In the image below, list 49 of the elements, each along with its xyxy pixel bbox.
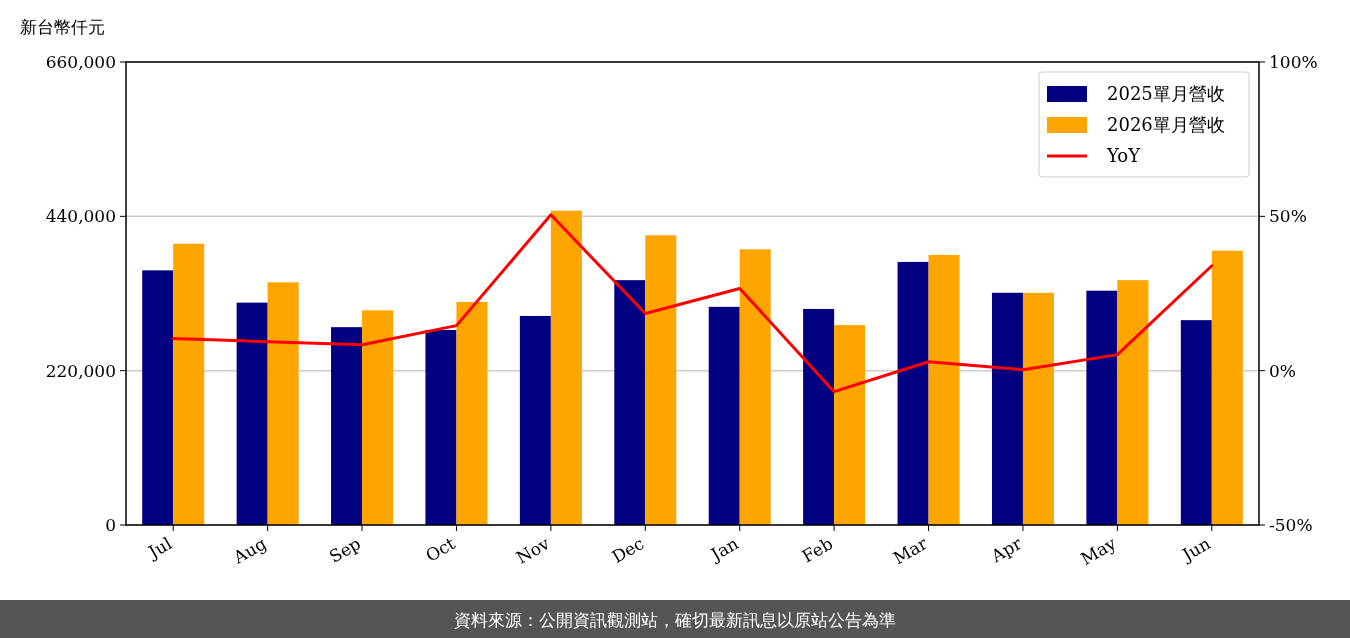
y-tick-label: 0 <box>105 515 116 535</box>
bar <box>236 302 268 525</box>
x-tick-label: Jan <box>705 533 742 566</box>
bar <box>1211 250 1243 525</box>
bar <box>645 235 677 525</box>
x-tick-label: Feb <box>798 533 837 567</box>
x-tick-label: May <box>1077 532 1120 570</box>
y-tick-label: 220,000 <box>45 360 116 381</box>
legend-label: 2026單月營收 <box>1107 114 1225 135</box>
x-tick-label: Jun <box>1177 533 1214 566</box>
x-tick-label: Apr <box>986 532 1026 567</box>
bar <box>1086 290 1118 525</box>
bar <box>708 306 740 525</box>
bar <box>425 329 457 525</box>
x-tick-label: Oct <box>422 533 459 566</box>
bar <box>739 249 771 525</box>
x-tick-label: Mar <box>889 532 932 569</box>
bar <box>142 270 174 525</box>
bar <box>550 210 582 525</box>
bar <box>1180 320 1212 525</box>
legend-label: YoY <box>1106 145 1142 166</box>
y2-tick-label: -50% <box>1269 515 1313 535</box>
bar <box>267 282 299 525</box>
bar <box>928 254 960 525</box>
y-tick-label: 660,000 <box>45 52 116 72</box>
y2-tick-label: 100% <box>1269 52 1318 72</box>
bar <box>991 292 1023 525</box>
bar <box>803 308 835 525</box>
x-tick-label: Nov <box>512 532 554 568</box>
bar <box>173 243 205 525</box>
legend-label: 2025單月營收 <box>1107 83 1225 104</box>
x-tick-label: Sep <box>325 533 365 567</box>
y2-tick-label: 50% <box>1269 206 1307 227</box>
bar <box>897 261 929 525</box>
y-tick-label: 440,000 <box>45 206 116 227</box>
bar <box>834 325 866 525</box>
y2-tick-label: 0% <box>1269 360 1296 381</box>
bar <box>614 280 646 525</box>
bar <box>1117 280 1149 525</box>
y-axis-title: 新台幣仟元 <box>20 17 105 37</box>
bar <box>362 310 394 525</box>
bar <box>519 315 551 525</box>
bar <box>456 301 488 525</box>
x-tick-label: Jul <box>143 533 176 564</box>
bar <box>331 327 363 525</box>
x-tick-label: Dec <box>608 533 648 568</box>
source-note: 資料來源：公開資訊觀測站，確切最新訊息以原站公告為準 <box>454 610 896 630</box>
bar <box>1022 292 1054 525</box>
x-tick-label: Aug <box>229 533 270 569</box>
